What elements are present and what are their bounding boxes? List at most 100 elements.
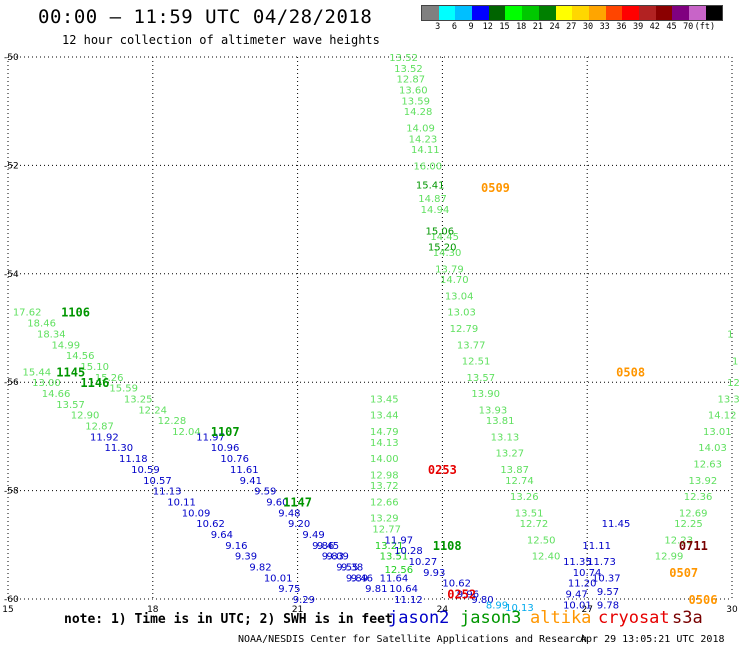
color-scale-label: 12 [482,22,493,32]
swh-value: 13.81 [486,416,515,427]
swh-value: 9.47 [565,590,587,601]
swh-value: 9.60 [266,497,288,508]
pass-time-label: 0509 [481,181,510,195]
color-swatch-8 [555,6,573,20]
swh-value: 9.75 [278,584,300,595]
swh-value: 13.01 [703,427,732,438]
swh-value: 13.26 [510,492,539,503]
wave-height-labels: 13.5213.5212.8713.6013.5914.2814.0914.23… [13,53,740,614]
generation-timestamp: Apr 29 13:05:21 UTC 2018 [580,634,725,645]
swh-value: 13.93 [479,405,508,416]
swh-value: 12.28 [158,416,187,427]
chart-grid [7,56,733,600]
legend-s3a: s3a [672,608,703,628]
swh-value: 9.82 [249,562,271,573]
color-scale-label: 30 [582,22,594,32]
swh-value: 12.87 [85,422,114,433]
swh-value: 13.44 [370,411,399,422]
swh-value: 10.01 [563,600,592,611]
swh-value: 12.50 [527,535,556,546]
swh-value: 12.74 [505,476,534,487]
swh-value: 16.00 [413,161,442,172]
color-scale-label: 39 [632,22,644,32]
color-swatch-5 [505,6,523,20]
swh-value: 12.40 [532,552,561,563]
swh-value: 12.87 [397,75,426,86]
pass-time-label: 0253 [428,463,457,477]
color-swatch-7 [538,6,556,20]
swh-value: 10.13 [505,603,534,614]
swh-value: 13.59 [401,96,430,107]
color-swatch-14 [655,6,673,20]
swh-value: 9.46 [351,573,373,584]
swh-value: 18.34 [37,329,66,340]
swh-value: 13.52 [389,53,418,64]
pass-time-label: 1108 [433,539,462,553]
swh-value: 12.90 [71,411,100,422]
color-scale-label: 42 [649,22,660,32]
swh-value: 14.03 [698,443,727,454]
swh-value: 17.62 [13,308,42,319]
swh-value: 11.61 [230,465,259,476]
color-swatch-13 [638,6,656,20]
swh-value: 14.56 [66,351,95,362]
swh-value: 11.92 [90,432,119,443]
swh-value: 12.36 [684,492,713,503]
swh-value: 13.60 [399,86,428,97]
swh-value: 10.96 [211,443,240,454]
swh-value: 14.87 [418,194,447,205]
swh-value: 13.04 [445,291,474,302]
swh-value: 14.13 [370,438,399,449]
swh-value: 14.23 [409,134,438,145]
swh-value: 9.48 [278,508,300,519]
y-tick-label: -54 [4,270,19,280]
swh-value: 10.01 [264,573,293,584]
swh-value: 13.57 [56,400,85,411]
pass-time-label: 1146 [80,376,109,390]
pass-time-label: 0508 [616,365,645,379]
color-scale-label: 27 [566,22,577,32]
y-tick-label: -50 [4,53,19,63]
color-scale-label: 33 [599,22,610,32]
swh-value: 13.90 [471,389,500,400]
swh-value: 14.00 [370,454,399,465]
swh-value: 9.81 [365,584,387,595]
swh-value: 11.64 [380,573,409,584]
color-scale-label: 24 [549,22,560,32]
swh-value: 10.62 [442,579,471,590]
swh-value: 12.63 [693,460,722,471]
swh-value: 12.04 [172,427,201,438]
chart-subtitle: 12 hour collection of altimeter wave hei… [62,33,380,47]
legend-altika: altika [530,608,592,628]
swh-value: 10.37 [592,573,621,584]
swh-value: 10.76 [220,454,249,465]
swh-value: 14.11 [411,145,440,156]
y-tick-label: -56 [4,378,19,388]
swh-value: 11.12 [394,595,423,606]
swh-value: 14.94 [421,205,450,216]
axis-tick-labels: 15 18 21 24 27 30 -50 -52 -54 -56 -58 -60 [2,53,738,615]
swh-value: 9.29 [293,595,315,606]
swh-value: 14.09 [406,123,435,134]
color-swatch-16 [689,6,706,20]
swh-value: 14.30 [433,248,462,259]
swh-value: 11.20 [568,579,597,590]
swh-value: 13.27 [495,449,524,460]
swh-value: 15.20 [428,243,457,254]
swh-value: 10.57 [143,476,172,487]
pass-time-label: 1145 [56,365,85,379]
swh-value: 14.99 [51,340,80,351]
swh-value: 9.93 [423,568,445,579]
swh-value: 13.92 [689,476,718,487]
pass-time-label: 0506 [689,593,718,607]
color-scale-label: 15 [499,22,510,32]
swh-value: 10.64 [389,584,418,595]
color-swatch-6 [522,6,539,20]
swh-value: 9.80 [471,595,493,606]
swh-value: 14.70 [440,275,469,286]
swh-value: 12.5 [727,378,740,389]
pass-time-label: 0507 [669,566,698,580]
color-swatch-2 [455,6,473,20]
swh-value: 13.51 [380,552,409,563]
